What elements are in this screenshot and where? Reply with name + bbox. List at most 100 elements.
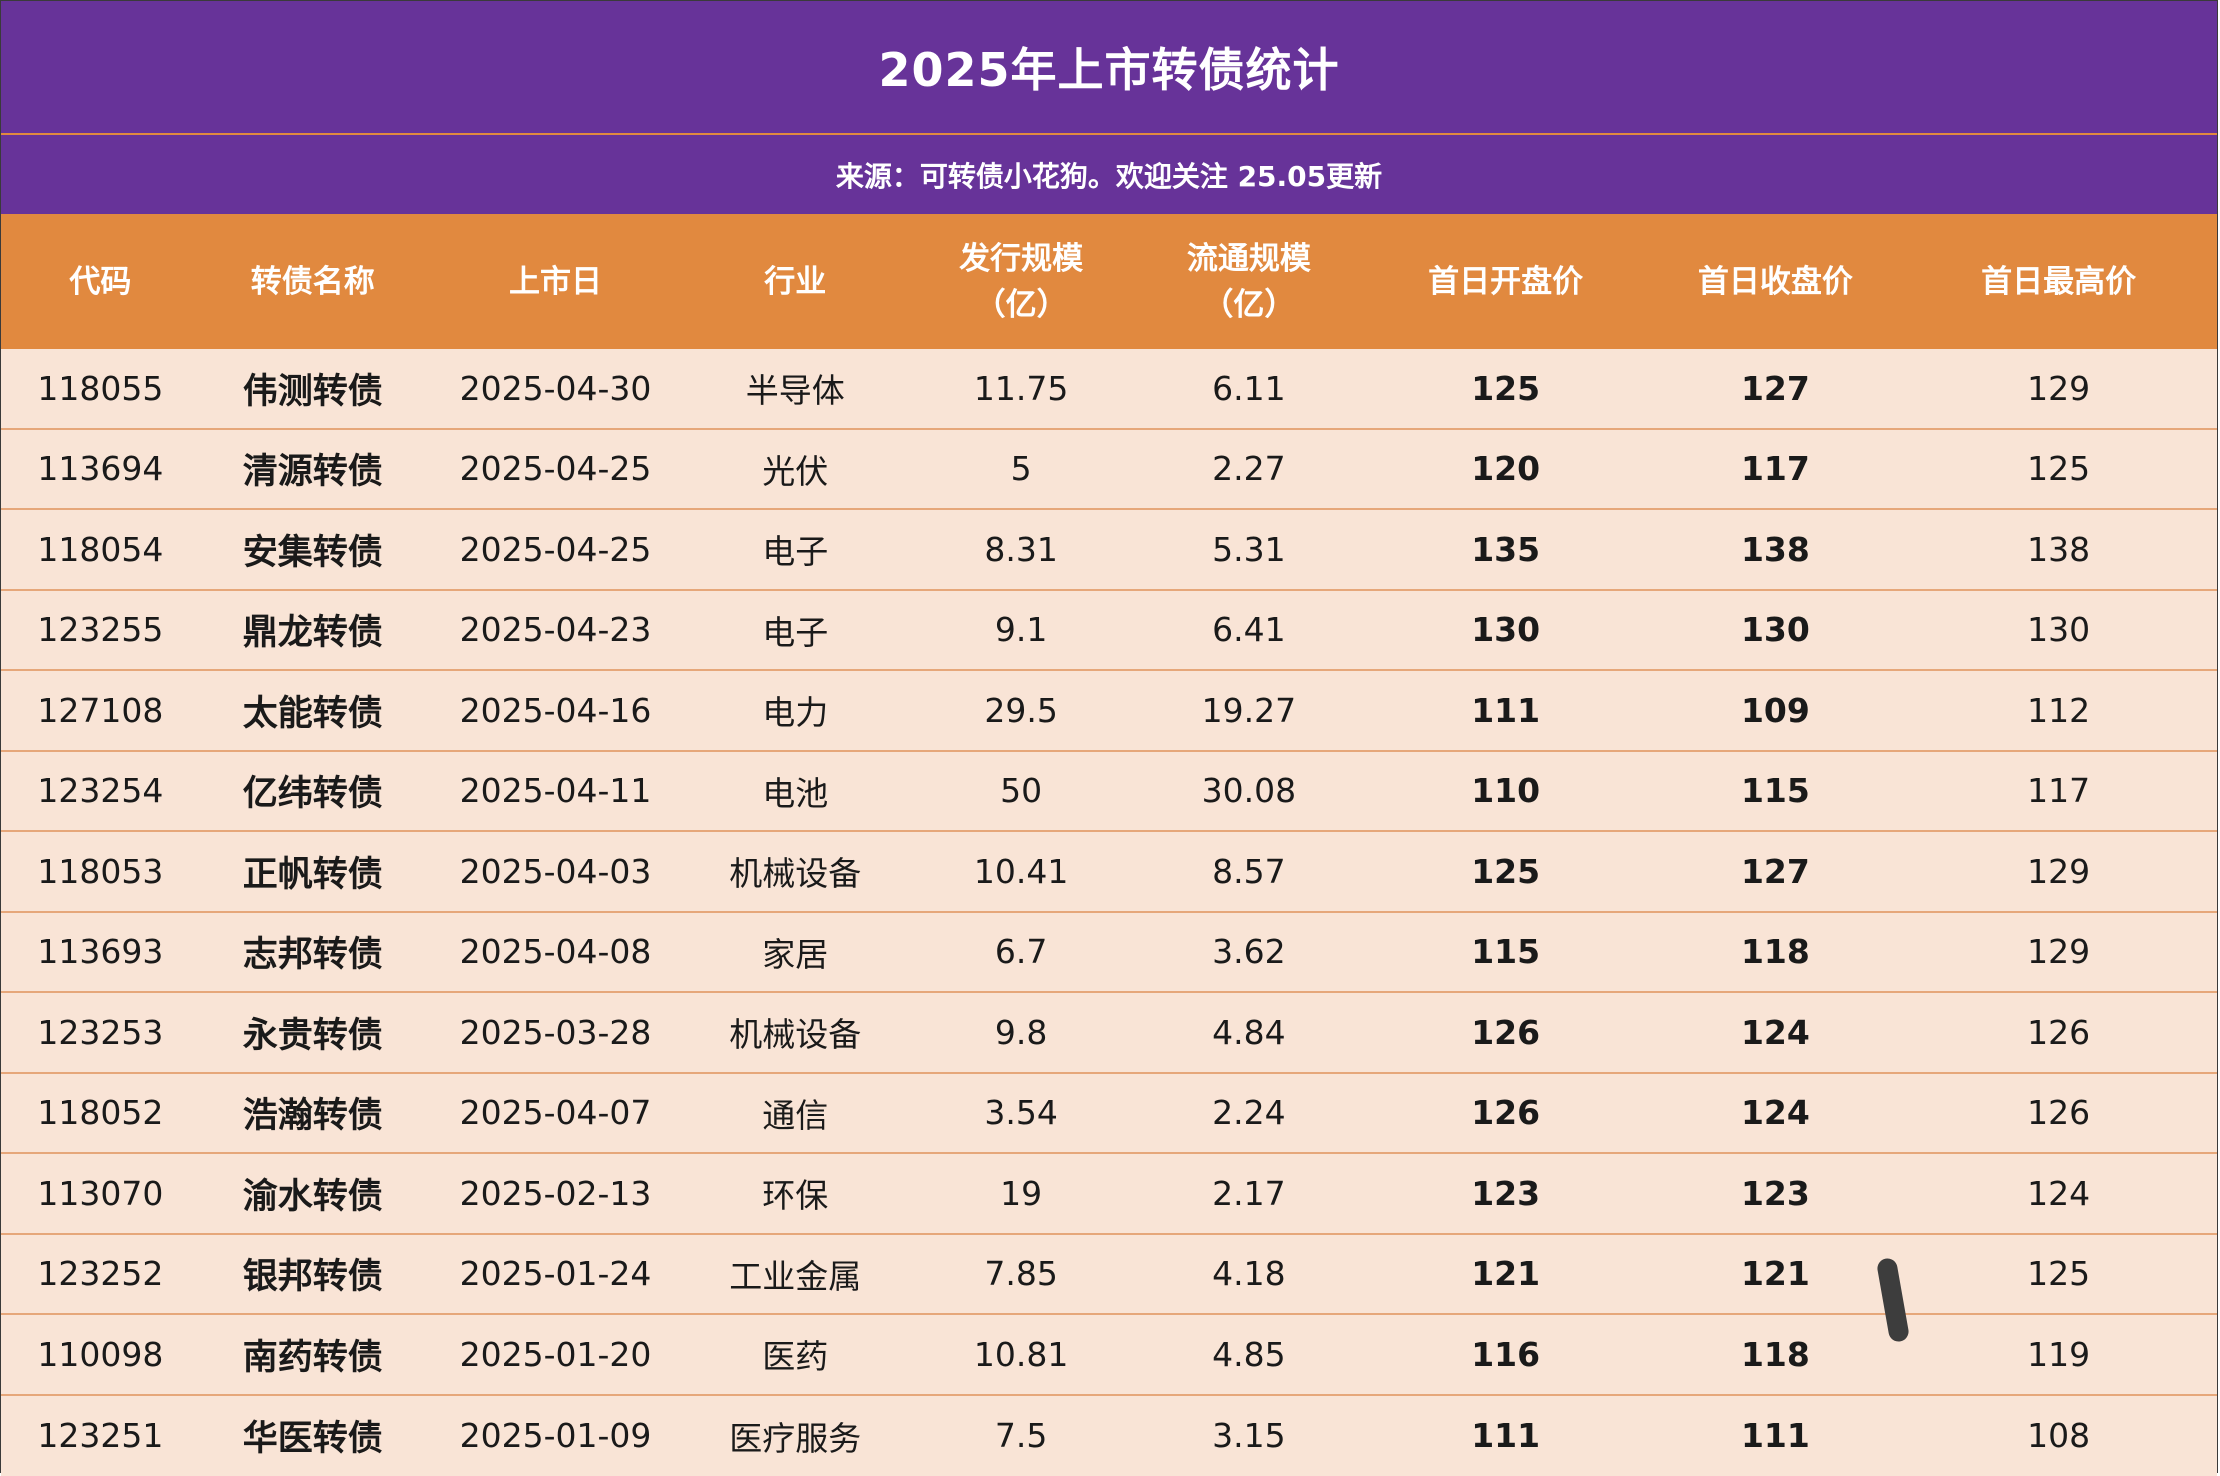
cell-first-close: 121	[1651, 1235, 1901, 1314]
cell-list-date: 2025-04-07	[426, 1074, 686, 1153]
cell-first-high: 126	[1900, 993, 2217, 1072]
cell-code: 123251	[1, 1396, 200, 1476]
cell-industry: 环保	[685, 1154, 905, 1233]
cell-first-close: 117	[1651, 430, 1901, 509]
cell-code: 123254	[1, 752, 200, 831]
cell-first-close: 127	[1651, 349, 1901, 428]
cell-industry: 医疗服务	[685, 1396, 905, 1476]
cell-code: 113694	[1, 430, 200, 509]
cell-issue-size: 29.5	[905, 671, 1137, 750]
cell-first-high: 124	[1900, 1154, 2217, 1233]
cell-float-size: 8.57	[1137, 832, 1361, 911]
cell-float-size: 2.17	[1137, 1154, 1361, 1233]
cell-issue-size: 7.85	[905, 1235, 1137, 1314]
cell-float-size: 6.11	[1137, 349, 1361, 428]
cell-first-open: 110	[1361, 752, 1651, 831]
cell-first-close: 124	[1651, 993, 1901, 1072]
cell-code: 118054	[1, 510, 200, 589]
cell-first-open: 111	[1361, 1396, 1651, 1476]
cell-float-size: 19.27	[1137, 671, 1361, 750]
cell-name: 太能转债	[200, 671, 426, 750]
cell-issue-size: 11.75	[905, 349, 1137, 428]
cell-first-open: 126	[1361, 993, 1651, 1072]
cell-list-date: 2025-04-16	[426, 671, 686, 750]
source-note: 来源：可转债小花狗。欢迎关注 25.05更新	[836, 155, 1382, 195]
cell-first-open: 130	[1361, 591, 1651, 670]
cell-first-high: 129	[1900, 832, 2217, 911]
cell-float-size: 6.41	[1137, 591, 1361, 670]
page-title: 2025年上市转债统计	[878, 34, 1339, 100]
cell-industry: 电子	[685, 591, 905, 670]
cell-first-close: 130	[1651, 591, 1901, 670]
cell-first-close: 111	[1651, 1396, 1901, 1476]
cell-first-high: 138	[1900, 510, 2217, 589]
cell-first-close: 109	[1651, 671, 1901, 750]
cell-code: 118053	[1, 832, 200, 911]
title-bar: 2025年上市转债统计	[1, 1, 2217, 135]
cell-float-size: 4.18	[1137, 1235, 1361, 1314]
cell-code: 113070	[1, 1154, 200, 1233]
column-header-name: 转债名称	[200, 214, 426, 349]
cell-list-date: 2025-04-08	[426, 913, 686, 992]
cell-first-high: 117	[1900, 752, 2217, 831]
cell-first-high: 108	[1900, 1396, 2217, 1476]
cell-issue-size: 6.7	[905, 913, 1137, 992]
cell-float-size: 4.85	[1137, 1315, 1361, 1394]
cell-industry: 光伏	[685, 430, 905, 509]
cell-name: 南药转债	[200, 1315, 426, 1394]
column-header-first-close: 首日收盘价	[1651, 214, 1901, 349]
cell-issue-size: 10.41	[905, 832, 1137, 911]
cell-list-date: 2025-01-24	[426, 1235, 686, 1314]
cell-industry: 电池	[685, 752, 905, 831]
cell-industry: 电力	[685, 671, 905, 750]
cell-name: 清源转债	[200, 430, 426, 509]
cell-first-close: 127	[1651, 832, 1901, 911]
cell-issue-size: 50	[905, 752, 1137, 831]
cell-first-high: 125	[1900, 1235, 2217, 1314]
cell-name: 亿纬转债	[200, 752, 426, 831]
cell-first-high: 129	[1900, 349, 2217, 428]
cell-first-high: 112	[1900, 671, 2217, 750]
cell-first-open: 115	[1361, 913, 1651, 992]
cell-industry: 通信	[685, 1074, 905, 1153]
cell-list-date: 2025-02-13	[426, 1154, 686, 1233]
cell-issue-size: 8.31	[905, 510, 1137, 589]
cell-list-date: 2025-03-28	[426, 993, 686, 1072]
cell-first-close: 138	[1651, 510, 1901, 589]
column-header-first-high: 首日最高价	[1900, 214, 2217, 349]
source-bar: 来源：可转债小花狗。欢迎关注 25.05更新	[1, 135, 2217, 214]
cell-float-size: 5.31	[1137, 510, 1361, 589]
cell-name: 伟测转债	[200, 349, 426, 428]
column-header-code: 代码	[1, 214, 200, 349]
cell-issue-size: 9.1	[905, 591, 1137, 670]
cell-first-close: 115	[1651, 752, 1901, 831]
cell-list-date: 2025-01-20	[426, 1315, 686, 1394]
cell-list-date: 2025-01-09	[426, 1396, 686, 1476]
cell-name: 鼎龙转债	[200, 591, 426, 670]
cell-code: 113693	[1, 913, 200, 992]
cell-name: 安集转债	[200, 510, 426, 589]
cell-first-high: 130	[1900, 591, 2217, 670]
cell-float-size: 4.84	[1137, 993, 1361, 1072]
cell-float-size: 2.24	[1137, 1074, 1361, 1153]
column-header-list-date: 上市日	[426, 214, 686, 349]
cell-industry: 机械设备	[685, 993, 905, 1072]
cell-code: 118052	[1, 1074, 200, 1153]
cell-first-high: 125	[1900, 430, 2217, 509]
cell-first-close: 123	[1651, 1154, 1901, 1233]
cell-name: 浩瀚转债	[200, 1074, 426, 1153]
cell-issue-size: 7.5	[905, 1396, 1137, 1476]
cell-first-open: 121	[1361, 1235, 1651, 1314]
cell-first-open: 123	[1361, 1154, 1651, 1233]
